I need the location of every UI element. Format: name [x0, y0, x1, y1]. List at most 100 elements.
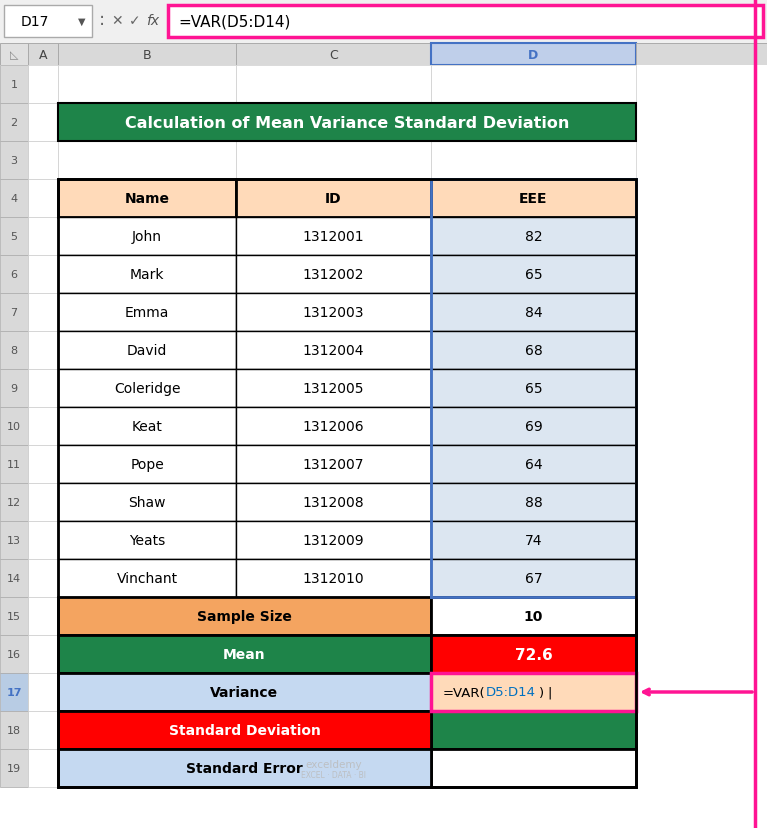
Bar	[236, 407, 431, 445]
Bar	[431, 407, 636, 445]
Bar	[236, 522, 431, 560]
Text: 15: 15	[7, 611, 21, 621]
Bar	[28, 407, 58, 445]
Text: C: C	[329, 49, 338, 61]
Text: 16: 16	[7, 649, 21, 659]
Bar	[28, 673, 58, 711]
Text: 88: 88	[525, 495, 542, 509]
Text: 84: 84	[525, 306, 542, 320]
Bar	[0, 142, 28, 180]
Text: D5:D14: D5:D14	[486, 686, 536, 699]
Text: D17: D17	[21, 15, 49, 29]
Bar	[0, 294, 28, 331]
Text: 1312009: 1312009	[303, 533, 364, 547]
Bar	[431, 142, 636, 180]
Text: Standard Deviation: Standard Deviation	[169, 723, 321, 737]
Bar	[431, 597, 636, 635]
Bar	[0, 218, 28, 256]
Bar	[431, 522, 636, 560]
Text: 6: 6	[11, 270, 18, 280]
Text: A: A	[39, 49, 48, 61]
Text: 4: 4	[11, 194, 18, 204]
Text: EEE: EEE	[519, 192, 548, 205]
Text: ID: ID	[325, 192, 342, 205]
Text: 1: 1	[11, 80, 18, 90]
Text: Coleridge: Coleridge	[114, 382, 180, 396]
Text: Shaw: Shaw	[128, 495, 166, 509]
Bar	[236, 44, 431, 66]
Bar	[28, 104, 58, 142]
Text: Vinchant: Vinchant	[117, 571, 178, 585]
Text: Variance: Variance	[210, 686, 278, 699]
Bar	[0, 331, 28, 369]
Bar	[58, 180, 636, 787]
Text: exceldemy: exceldemy	[305, 759, 362, 769]
Text: John: John	[132, 229, 162, 243]
Text: 10: 10	[7, 421, 21, 431]
Bar	[431, 331, 636, 369]
Bar	[236, 369, 431, 407]
Bar	[58, 597, 431, 635]
Bar	[236, 218, 431, 256]
Bar	[431, 369, 636, 407]
Bar	[58, 407, 236, 445]
Bar	[0, 44, 28, 66]
Bar	[28, 218, 58, 256]
Bar	[58, 218, 236, 256]
Bar	[0, 0, 767, 44]
Bar	[0, 597, 28, 635]
Text: 11: 11	[7, 460, 21, 469]
Bar	[431, 66, 636, 104]
Bar	[58, 484, 236, 522]
Text: 72.6: 72.6	[515, 647, 552, 662]
Bar	[58, 180, 236, 218]
Bar	[0, 407, 28, 445]
Bar	[0, 711, 28, 749]
Bar	[58, 331, 236, 369]
Bar	[4, 6, 92, 38]
Bar	[431, 218, 636, 256]
Text: 65: 65	[525, 267, 542, 282]
Bar	[431, 749, 636, 787]
Text: 68: 68	[525, 344, 542, 358]
Bar	[28, 294, 58, 331]
Text: Standard Error: Standard Error	[186, 761, 303, 775]
Text: Emma: Emma	[125, 306, 170, 320]
Text: ▼: ▼	[78, 17, 86, 27]
Bar	[28, 560, 58, 597]
Text: B: B	[143, 49, 151, 61]
Bar	[58, 44, 236, 66]
Bar	[28, 256, 58, 294]
Text: Mean: Mean	[223, 647, 266, 662]
Text: EXCEL · DATA · BI: EXCEL · DATA · BI	[301, 771, 366, 779]
Text: 1312005: 1312005	[303, 382, 364, 396]
Bar	[28, 484, 58, 522]
Text: 13: 13	[7, 536, 21, 546]
Text: David: David	[127, 344, 167, 358]
Text: 9: 9	[11, 383, 18, 393]
Bar	[58, 560, 236, 597]
Text: ◺: ◺	[10, 50, 18, 60]
Bar	[58, 635, 431, 673]
Text: 14: 14	[7, 573, 21, 583]
Bar	[236, 256, 431, 294]
Bar	[431, 484, 636, 522]
Bar	[0, 369, 28, 407]
Text: 69: 69	[525, 420, 542, 434]
Text: Pope: Pope	[130, 457, 164, 471]
Text: 1312006: 1312006	[303, 420, 364, 434]
Text: :: :	[99, 11, 105, 29]
Text: 64: 64	[525, 457, 542, 471]
Bar	[0, 104, 28, 142]
Bar	[28, 597, 58, 635]
Bar	[236, 142, 431, 180]
Bar	[236, 484, 431, 522]
Bar	[58, 66, 236, 104]
Text: D: D	[528, 49, 538, 61]
Text: 8: 8	[11, 345, 18, 355]
Bar	[236, 445, 431, 484]
Text: 17: 17	[6, 687, 21, 697]
Text: Mark: Mark	[130, 267, 164, 282]
Bar	[28, 522, 58, 560]
Bar	[236, 331, 431, 369]
